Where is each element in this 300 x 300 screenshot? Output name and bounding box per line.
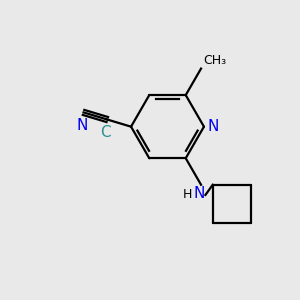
Text: C: C [100, 125, 111, 140]
Text: N: N [194, 186, 205, 201]
Text: H: H [183, 188, 192, 201]
Text: CH₃: CH₃ [203, 54, 226, 67]
Text: N: N [208, 119, 219, 134]
Text: N: N [76, 118, 88, 133]
